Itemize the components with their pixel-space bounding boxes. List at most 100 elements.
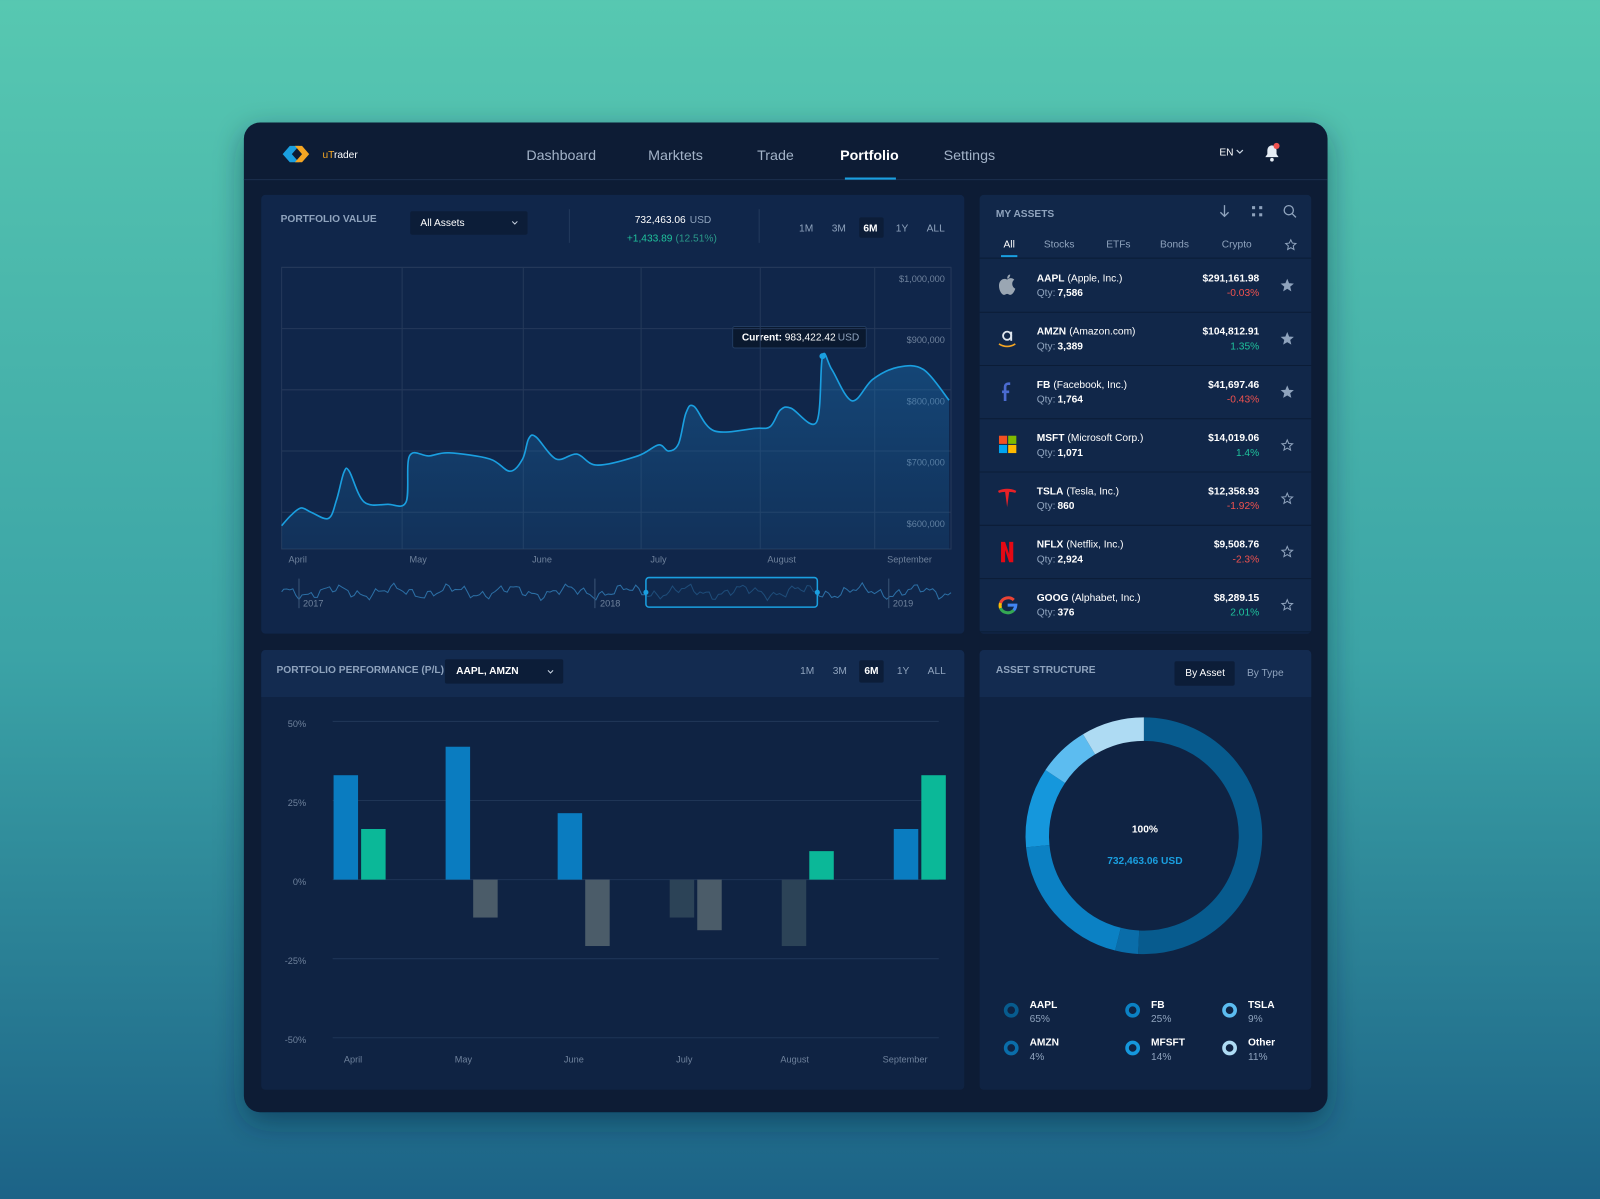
asset-change: -0.43% [1227, 395, 1259, 406]
asset-tab[interactable]: Bonds [1160, 240, 1189, 251]
nav-item[interactable]: Dashboard [526, 148, 596, 164]
navigator-year: 2019 [893, 599, 913, 609]
legend-marker [1003, 1002, 1019, 1018]
favorite-star[interactable] [1280, 545, 1294, 558]
range-button[interactable]: 1Y [897, 666, 910, 677]
favorite-star[interactable] [1280, 491, 1294, 505]
asset-change: 1.35% [1230, 341, 1259, 352]
range-selected-bg [859, 660, 884, 683]
asset-qty: 860 [1057, 501, 1074, 512]
nav-item[interactable]: Marktets [648, 148, 703, 164]
toggle-button[interactable]: By Asset [1185, 668, 1225, 679]
donut-center-total: 732,463.06 USD [1107, 856, 1182, 867]
favorite-star[interactable] [1280, 385, 1294, 398]
favorite-star[interactable] [1280, 332, 1294, 345]
nav-item[interactable]: Settings [944, 148, 996, 164]
range-button[interactable]: 6M [864, 666, 878, 677]
asset-toolbar [1219, 204, 1297, 218]
range-button[interactable]: 1M [800, 666, 814, 677]
tooltip [732, 326, 867, 349]
x-tick-label: August [767, 555, 796, 565]
favorite-star[interactable] [1280, 278, 1294, 292]
performance-header [261, 650, 965, 697]
toggle-button[interactable]: By Type [1247, 668, 1284, 679]
highlight-point [819, 353, 826, 360]
asset-filter-dropdown[interactable] [410, 211, 528, 235]
range-button[interactable]: 1Y [896, 223, 909, 234]
asset-ticker: NFLX [1037, 540, 1064, 551]
selection-handle[interactable] [643, 589, 649, 595]
y-tick-label: -50% [285, 1035, 306, 1045]
x-tick-label: April [344, 1055, 362, 1065]
toggle-selected-bg [1174, 661, 1235, 686]
asset-tab[interactable]: Stocks [1044, 240, 1075, 251]
favorites-tab[interactable] [1284, 238, 1298, 251]
legend-value: 9% [1248, 1014, 1263, 1025]
search-icon[interactable] [1283, 204, 1295, 216]
asset-name: (Microsoft Corp.) [1068, 433, 1144, 444]
bar [333, 775, 359, 880]
selection-handle[interactable] [814, 589, 820, 595]
asset-change: -1.92% [1227, 501, 1259, 512]
filter-value[interactable]: AAPL, AMZN [456, 666, 518, 677]
tooltip-value: 983,422.42 [785, 332, 836, 343]
range-button[interactable]: 6M [863, 223, 877, 234]
asset-tab[interactable]: ETFs [1106, 240, 1130, 251]
favorite-star[interactable] [1280, 598, 1294, 611]
notifications-bell[interactable] [1265, 142, 1280, 162]
asset-qty: 3,389 [1057, 341, 1083, 352]
language-select[interactable]: EN [1219, 148, 1233, 159]
nav-item[interactable]: Trade [757, 148, 794, 164]
bar [921, 775, 946, 880]
legend-label: Other [1248, 1038, 1275, 1049]
portfolio-change-pct: (12.51%) [676, 233, 717, 244]
bar [585, 879, 610, 947]
x-tick-label: September [883, 1055, 928, 1065]
bar [445, 746, 471, 880]
x-tick-label: June [564, 1055, 584, 1065]
range-button[interactable]: 1M [799, 223, 813, 234]
asset-name: (Amazon.com) [1069, 327, 1135, 338]
favorite-star[interactable] [1280, 438, 1294, 452]
legend-value: 14% [1151, 1052, 1171, 1063]
nav-item[interactable]: Portfolio [840, 148, 899, 164]
x-tick-label: May [455, 1055, 473, 1065]
range-button[interactable]: 3M [832, 223, 846, 234]
y-tick-label: $900,000 [907, 335, 945, 345]
panel-title: ASSET STRUCTURE [996, 665, 1096, 676]
navigator-selection[interactable] [645, 576, 819, 608]
range-button[interactable]: ALL [927, 223, 945, 234]
range-button[interactable]: ALL [928, 666, 946, 677]
area [281, 353, 950, 549]
asset-name: (Apple, Inc.) [1068, 273, 1123, 284]
filter-value[interactable]: All Assets [420, 218, 464, 229]
y-tick-label: $1,000,000 [899, 274, 945, 284]
asset-change: -2.3% [1233, 554, 1260, 565]
bar [473, 879, 498, 918]
qty-label: Qty: [1037, 501, 1056, 512]
legend-label: TSLA [1248, 1000, 1275, 1011]
amazon-logo [998, 330, 1016, 348]
asset-ticker: FB [1037, 380, 1051, 391]
grid-icon[interactable] [1252, 206, 1263, 217]
language-chevron[interactable] [1236, 149, 1244, 154]
qty-label: Qty: [1037, 448, 1056, 459]
donut-center-value: 100% [1132, 824, 1158, 835]
asset-value: $9,508.76 [1214, 540, 1260, 551]
asset-value: $104,812.91 [1203, 327, 1260, 338]
facebook-logo [1002, 382, 1011, 402]
asset-tab[interactable]: Crypto [1222, 240, 1252, 251]
asset-tab[interactable]: All [1004, 240, 1015, 251]
legend-value: 25% [1151, 1014, 1171, 1025]
asset-name: (Facebook, Inc.) [1053, 380, 1127, 391]
qty-label: Qty: [1037, 288, 1056, 299]
legend-label: MFSFT [1151, 1038, 1186, 1049]
microsoft-logo [998, 435, 1017, 454]
performance-filter-dropdown[interactable] [444, 659, 564, 684]
range-button[interactable]: 3M [833, 666, 847, 677]
legend-marker [1125, 1040, 1141, 1056]
qty-label: Qty: [1037, 395, 1056, 406]
asset-ticker: MSFT [1037, 433, 1066, 444]
download-icon[interactable] [1219, 205, 1230, 218]
